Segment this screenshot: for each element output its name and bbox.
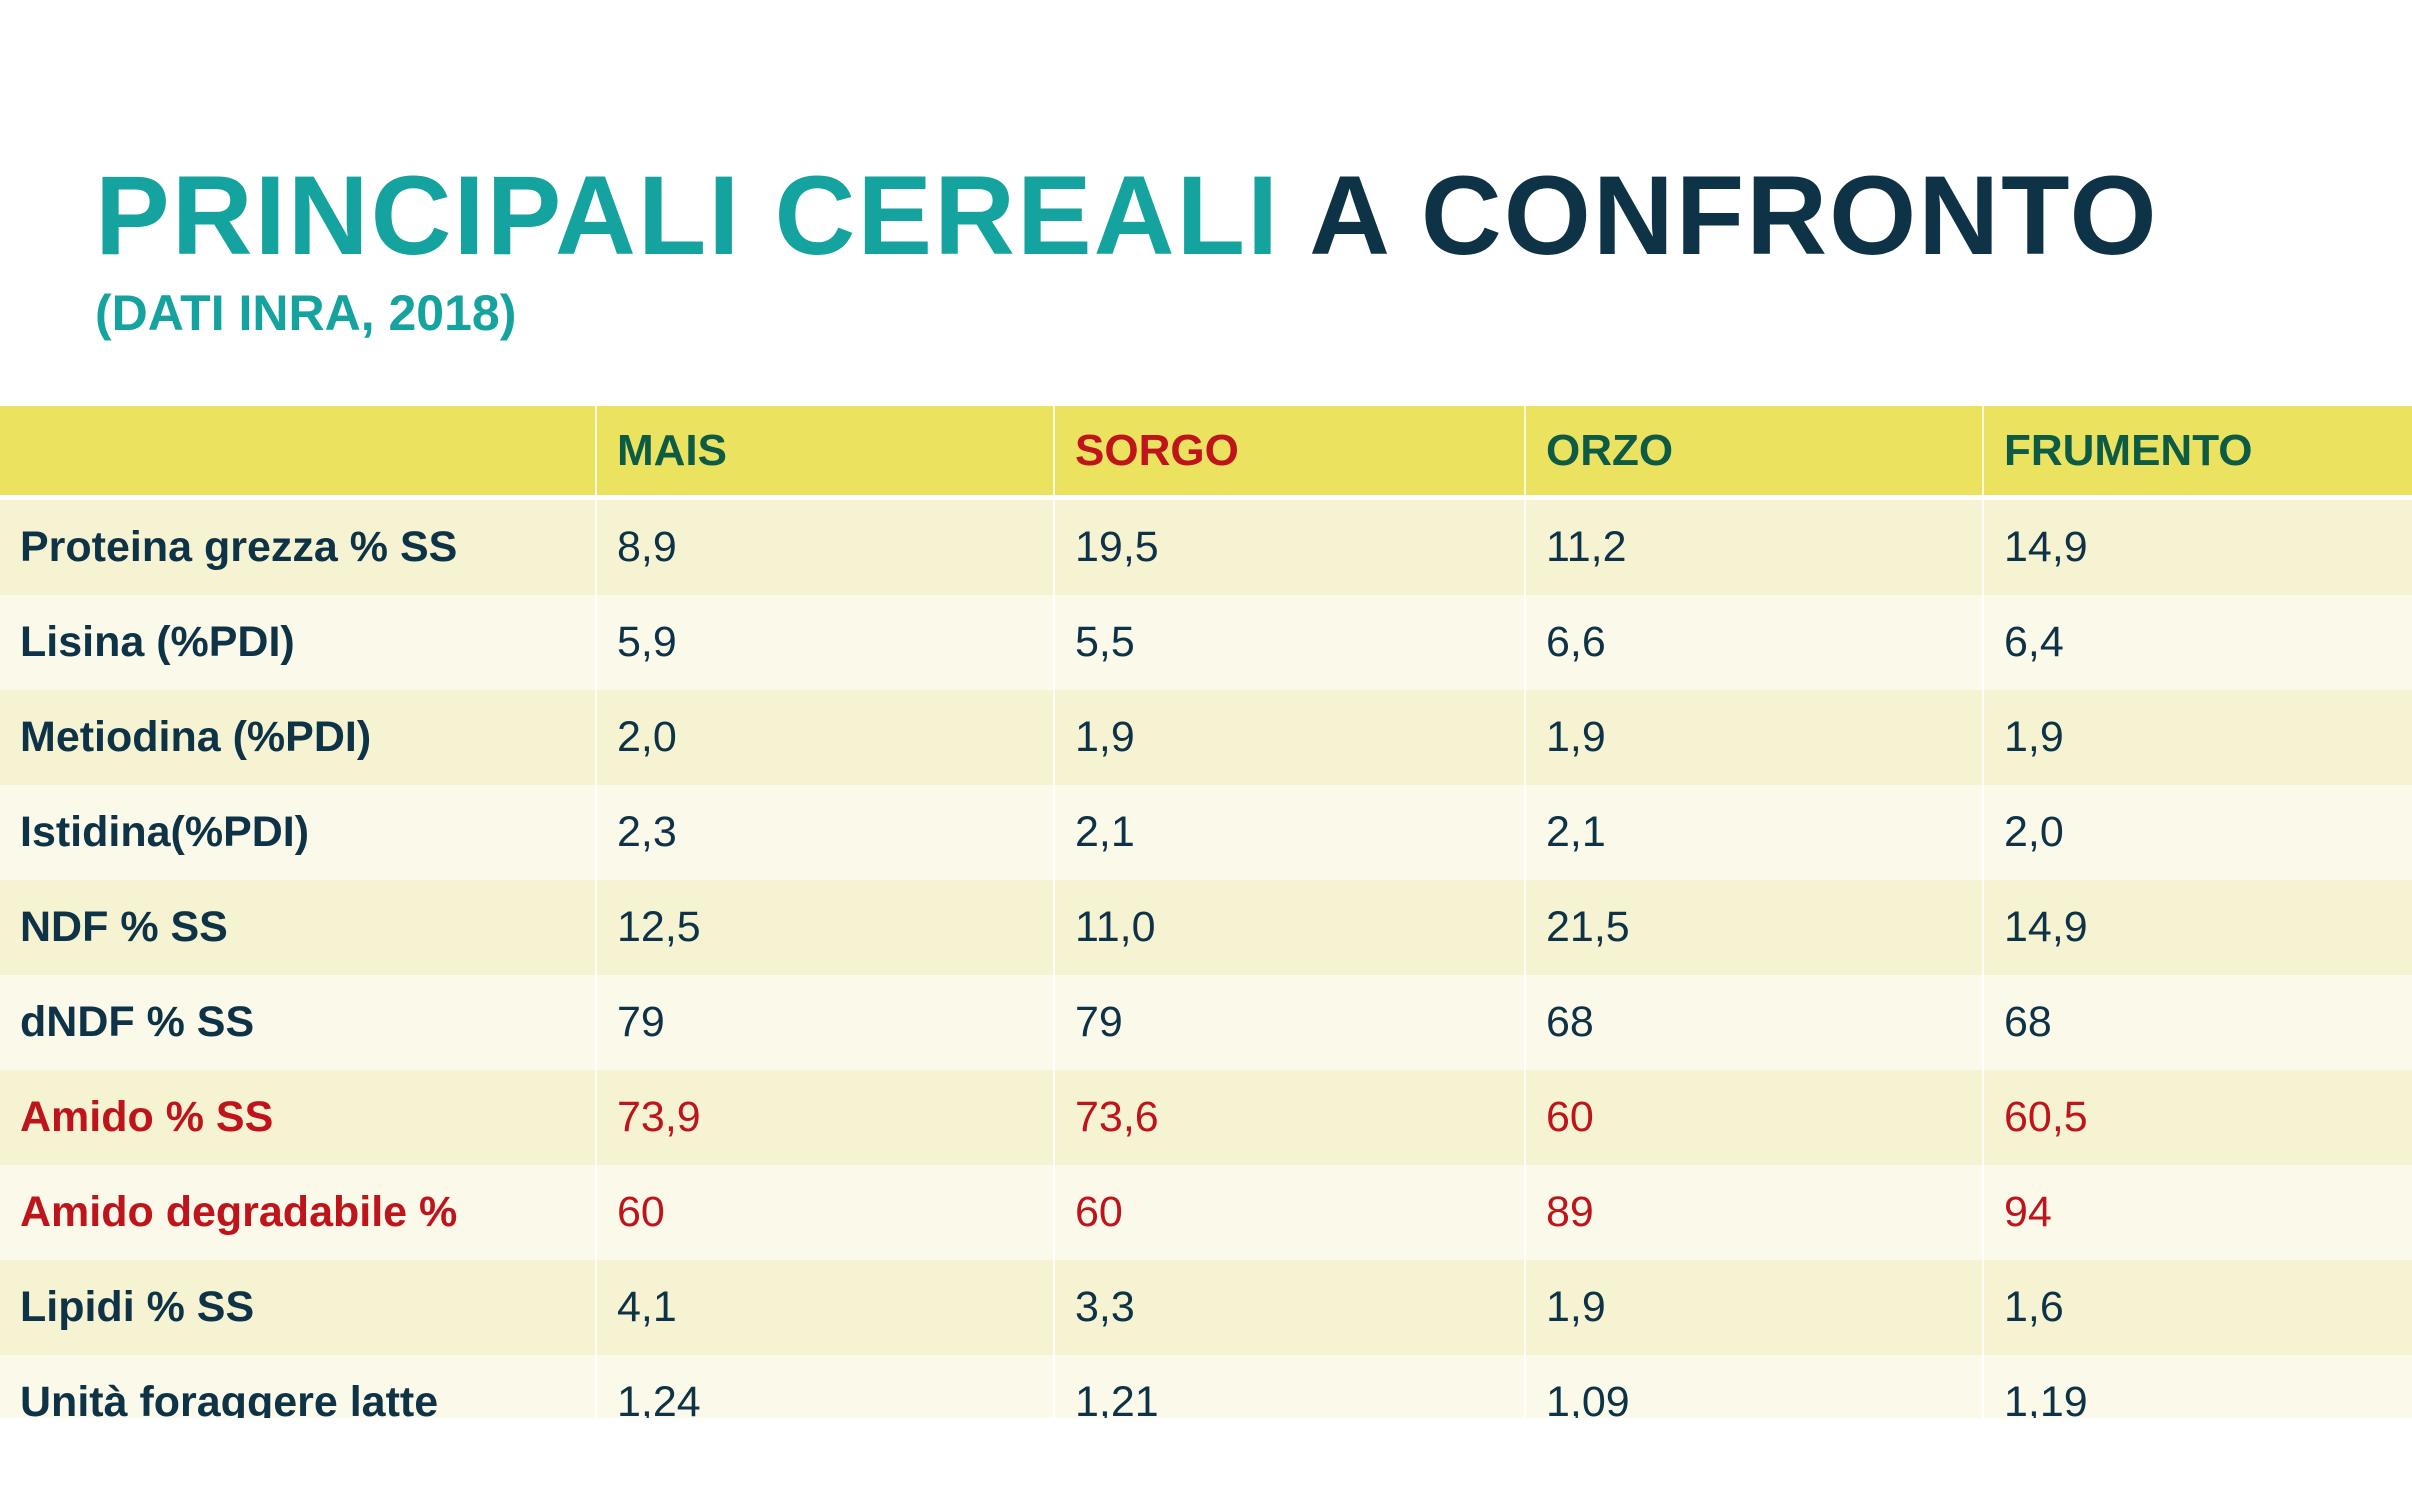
value-cell-sorgo: 73,6 (1055, 1070, 1526, 1165)
value-cell-frumento: 68 (2004, 998, 2052, 1046)
column-header-mais: MAIS (597, 406, 1055, 495)
row-label: Amido degradabile % (0, 1165, 597, 1260)
value-cell-sorgo: 60 (1055, 1165, 1526, 1260)
table-row: Metiodina (%PDI) 2,0 1,9 1,9 1,9 (0, 690, 2412, 785)
value-cell-sorgo: 1,9 (1055, 690, 1526, 785)
table-row: Proteina grezza % SS 8,9 19,5 11,2 14,9 (0, 500, 2412, 595)
value-cell-sorgo: 3,3 (1055, 1260, 1526, 1355)
column-header-frumento: FRUMENTO (2004, 425, 2253, 475)
value-cell-mais: 12,5 (597, 880, 1055, 975)
table-row: Istidina(%PDI) 2,3 2,1 2,1 2,0 (0, 785, 2412, 880)
value-cell-mais: 73,9 (597, 1070, 1055, 1165)
table-row: Lisina (%PDI) 5,9 5,5 6,6 6,4 (0, 595, 2412, 690)
row-label: dNDF % SS (0, 975, 597, 1070)
value-cell-mais: 2,3 (597, 785, 1055, 880)
value-cell-frumento: 60,5 (2004, 1093, 2088, 1141)
value-cell-orzo: 1,9 (1526, 1260, 1984, 1355)
row-label: Istidina(%PDI) (0, 785, 597, 880)
value-cell-orzo: 11,2 (1526, 500, 1984, 595)
column-header-sorgo: SORGO (1055, 406, 1526, 495)
value-cell-mais: 79 (597, 975, 1055, 1070)
value-cell-frumento: 1,19 (2004, 1378, 2088, 1418)
value-cell-mais: 5,9 (597, 595, 1055, 690)
value-cell-frumento: 2,0 (2004, 808, 2064, 856)
row-label: Amido % SS (0, 1070, 597, 1165)
value-cell-orzo: 1,09 (1526, 1355, 1984, 1418)
table-row: Unità foraggere latte 1,24 1,21 1,09 1,19 (0, 1355, 2412, 1418)
value-cell-sorgo: 2,1 (1055, 785, 1526, 880)
value-cell-orzo: 1,9 (1526, 690, 1984, 785)
row-label: Lipidi % SS (0, 1260, 597, 1355)
table-row: Amido degradabile % 60 60 89 94 (0, 1165, 2412, 1260)
row-label: NDF % SS (0, 880, 597, 975)
value-cell-sorgo: 79 (1055, 975, 1526, 1070)
table-row: NDF % SS 12,5 11,0 21,5 14,9 (0, 880, 2412, 975)
value-cell-frumento: 94 (2004, 1188, 2052, 1236)
value-cell-frumento: 6,4 (2004, 618, 2064, 666)
value-cell-mais: 2,0 (597, 690, 1055, 785)
value-cell-sorgo: 19,5 (1055, 500, 1526, 595)
value-cell-frumento: 1,9 (2004, 713, 2064, 761)
value-cell-mais: 4,1 (597, 1260, 1055, 1355)
value-cell-frumento: 14,9 (2004, 523, 2088, 571)
value-cell-orzo: 21,5 (1526, 880, 1984, 975)
value-cell-orzo: 6,6 (1526, 595, 1984, 690)
title-part-teal: PRINCIPALI CEREALI (95, 153, 1281, 278)
table-row: Lipidi % SS 4,1 3,3 1,9 1,6 (0, 1260, 2412, 1355)
table-row: dNDF % SS 79 79 68 68 (0, 975, 2412, 1070)
table-row: Amido % SS 73,9 73,6 60 60,5 (0, 1070, 2412, 1165)
column-header-orzo: ORZO (1526, 406, 1984, 495)
comparison-table: MAIS SORGO ORZO FRUMENTO Proteina grezza % S… (0, 406, 2412, 1418)
header-cell-empty (0, 406, 597, 495)
title-part-navy: A CONFRONTO (1309, 153, 2159, 278)
value-cell-sorgo: 1,21 (1055, 1355, 1526, 1418)
value-cell-orzo: 2,1 (1526, 785, 1984, 880)
value-cell-mais: 1,24 (597, 1355, 1055, 1418)
value-cell-sorgo: 11,0 (1055, 880, 1526, 975)
table-header-row: MAIS SORGO ORZO FRUMENTO (0, 406, 2412, 495)
value-cell-mais: 60 (597, 1165, 1055, 1260)
page-subtitle: (DATI INRA, 2018) (95, 285, 517, 341)
value-cell-orzo: 68 (1526, 975, 1984, 1070)
value-cell-orzo: 60 (1526, 1070, 1984, 1165)
row-label: Proteina grezza % SS (0, 500, 597, 595)
value-cell-frumento: 14,9 (2004, 903, 2088, 951)
row-label: Lisina (%PDI) (0, 595, 597, 690)
value-cell-orzo: 89 (1526, 1165, 1984, 1260)
value-cell-sorgo: 5,5 (1055, 595, 1526, 690)
row-label: Metiodina (%PDI) (0, 690, 597, 785)
value-cell-mais: 8,9 (597, 500, 1055, 595)
page-title: PRINCIPALI CEREALI A CONFRONTO (95, 160, 2159, 272)
value-cell-frumento: 1,6 (2004, 1283, 2064, 1331)
row-label: Unità foraggere latte (0, 1355, 597, 1418)
